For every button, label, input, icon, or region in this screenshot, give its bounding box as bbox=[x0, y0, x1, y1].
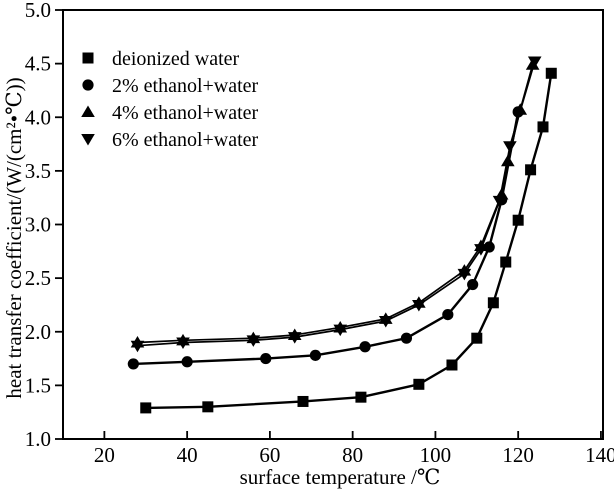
triangle-down-marker bbox=[527, 56, 542, 68]
y-tick-label: 4.5 bbox=[25, 52, 51, 76]
y-tick-label: 3.0 bbox=[25, 213, 51, 237]
square-marker bbox=[446, 359, 458, 371]
y-tick-label: 2.0 bbox=[25, 320, 51, 344]
triangle-down-marker bbox=[81, 134, 95, 146]
legend-label: deionized water bbox=[112, 48, 239, 70]
series-line bbox=[137, 61, 536, 347]
legend-label: 6% ethanol+water bbox=[112, 129, 259, 151]
circle-marker bbox=[127, 358, 139, 370]
y-axis-title: heat transfer coefficient/(W/(cm²•℃)) bbox=[2, 77, 26, 398]
circle-marker bbox=[260, 352, 272, 365]
square-marker bbox=[413, 378, 425, 390]
triangle-down-marker bbox=[333, 324, 348, 337]
triangle-down-marker bbox=[130, 340, 145, 353]
square-marker bbox=[500, 256, 512, 268]
square-marker bbox=[512, 214, 524, 226]
legend-item-2-ethanol-water: 2% ethanol+water bbox=[82, 75, 259, 97]
data-series bbox=[127, 56, 557, 414]
y-tick-label: 2.5 bbox=[25, 266, 51, 290]
y-tick-label: 5.0 bbox=[25, 0, 51, 22]
square-marker bbox=[537, 121, 549, 133]
x-tick-label: 140 bbox=[585, 443, 614, 467]
y-tick-label: 4.0 bbox=[25, 105, 51, 129]
square-marker bbox=[471, 332, 483, 344]
y-tick-label: 1.0 bbox=[25, 427, 51, 451]
square-marker bbox=[297, 395, 309, 407]
x-tick-label: 20 bbox=[94, 443, 115, 467]
triangle-down-marker bbox=[457, 268, 472, 281]
triangle-down-marker bbox=[176, 337, 190, 349]
legend: deionized water 2% ethanol+water 4% ethano… bbox=[81, 48, 259, 151]
triangle-down-marker bbox=[503, 141, 517, 153]
series-deionized-water bbox=[140, 67, 557, 414]
square-marker bbox=[82, 52, 94, 64]
circle-marker bbox=[181, 356, 193, 368]
legend-label: 4% ethanol+water bbox=[112, 102, 259, 124]
x-tick-label: 80 bbox=[342, 443, 363, 467]
square-marker bbox=[355, 391, 367, 403]
square-marker bbox=[545, 67, 557, 79]
triangle-down-marker bbox=[287, 332, 302, 344]
triangle-up-marker bbox=[81, 105, 95, 117]
triangle-down-marker bbox=[378, 316, 393, 328]
triangle-down-marker bbox=[246, 335, 261, 347]
legend-item-6-ethanol-water: 6% ethanol+water bbox=[81, 129, 259, 151]
circle-marker bbox=[82, 79, 94, 91]
square-marker bbox=[140, 402, 152, 414]
y-tick-label: 3.5 bbox=[25, 159, 51, 183]
triangle-down-marker bbox=[474, 244, 488, 256]
axis-ticks: 20 40 60 80 100 120 140 1.0 1.5 2.0 2.5 3.0 3.5 4.0 4.… bbox=[25, 0, 614, 467]
square-marker bbox=[202, 401, 214, 413]
circle-marker bbox=[309, 349, 322, 361]
series-6-ethanol-water bbox=[130, 56, 542, 353]
circle-marker bbox=[442, 308, 454, 321]
triangle-down-marker bbox=[492, 195, 507, 208]
legend-label: 2% ethanol+water bbox=[112, 75, 259, 97]
circle-marker bbox=[400, 332, 413, 344]
x-axis-title: surface temperature /℃ bbox=[240, 465, 441, 489]
x-tick-label: 120 bbox=[502, 443, 534, 467]
legend-item-4-ethanol-water: 4% ethanol+water bbox=[81, 102, 259, 124]
legend-item-deionized-water: deionized water bbox=[82, 48, 239, 70]
x-tick-label: 60 bbox=[259, 443, 280, 467]
y-tick-label: 1.5 bbox=[25, 373, 51, 397]
x-tick-label: 40 bbox=[177, 443, 198, 467]
x-tick-label: 100 bbox=[420, 443, 452, 467]
square-marker bbox=[525, 164, 537, 176]
circle-marker bbox=[359, 341, 371, 353]
square-marker bbox=[487, 297, 499, 309]
circle-marker bbox=[467, 278, 479, 291]
triangle-down-marker bbox=[412, 299, 426, 312]
